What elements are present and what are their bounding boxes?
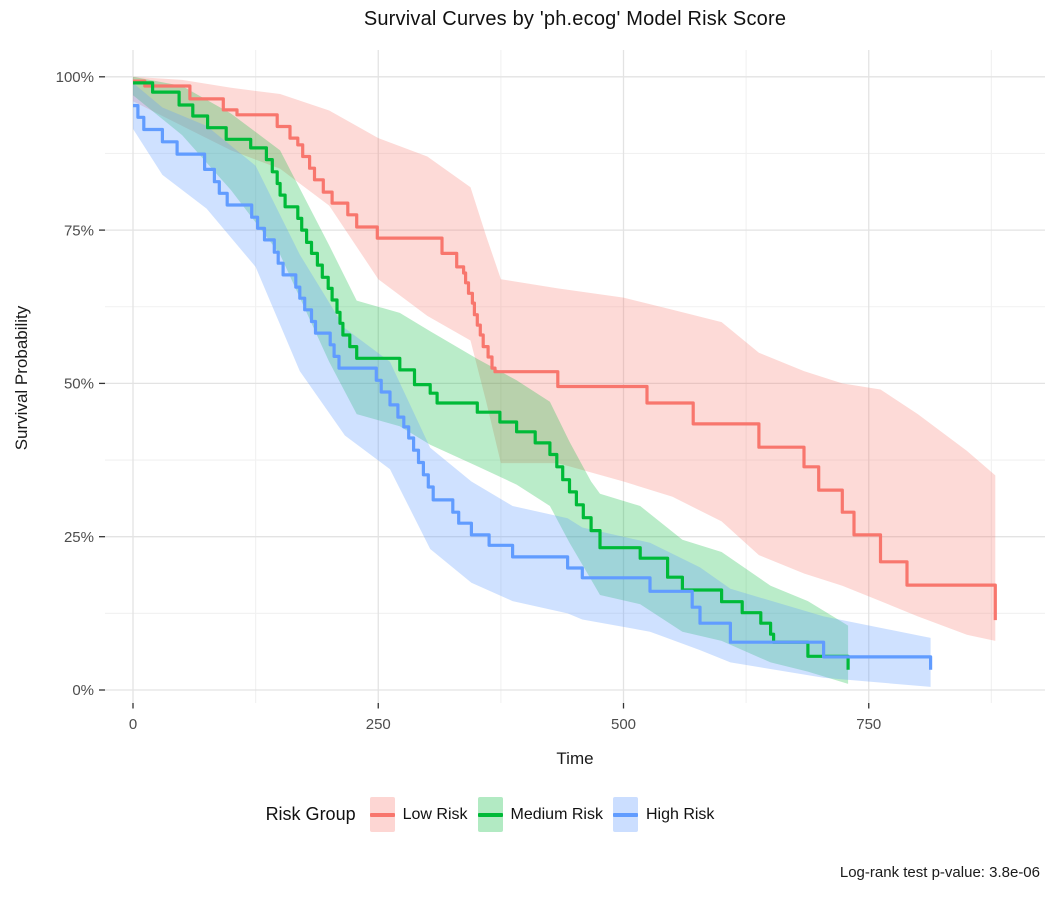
legend-label-medium-risk: Medium Risk <box>510 805 603 823</box>
y-tick-label: 0% <box>72 682 94 699</box>
x-tick-label: 250 <box>366 716 391 733</box>
legend-label-low-risk: Low Risk <box>402 805 468 823</box>
y-tick-label: 75% <box>64 222 94 239</box>
survival-curve-high-risk <box>133 104 933 670</box>
x-tick-label: 750 <box>856 716 881 733</box>
plot-title: Survival Curves by 'ph.ecog' Model Risk … <box>363 8 787 30</box>
y-tick-label: 25% <box>64 529 94 546</box>
x-axis-title: Time <box>556 749 594 768</box>
y-tick-label: 100% <box>56 69 94 86</box>
legend-key-high-risk-swatch <box>612 797 638 832</box>
legend-item-medium-risk: Medium Risk <box>477 797 603 832</box>
legend-title: Risk Group <box>265 804 356 824</box>
survival-curve-low-risk <box>133 79 997 621</box>
confidence-band-medium-risk <box>133 76 849 684</box>
legend: Risk Group Low Risk Medium Risk High Ris… <box>0 797 1050 832</box>
legend-key-medium-risk-swatch <box>477 797 503 832</box>
confidence-band-low-risk <box>133 76 996 641</box>
legend-item-low-risk: Low Risk <box>369 797 468 832</box>
legend-label-high-risk: High Risk <box>645 805 715 823</box>
legend-line-icon <box>477 812 503 817</box>
survival-plot-canvas: 0 250 500 750 0% 25% 50% 75% 100% <box>56 50 1045 733</box>
confidence-band-high-risk <box>133 82 931 687</box>
legend-item-high-risk: High Risk <box>612 797 715 832</box>
y-tick-label: 50% <box>64 376 94 393</box>
legend-line-icon <box>369 812 395 817</box>
x-tick-label: 0 <box>129 716 137 733</box>
x-tick-label: 500 <box>611 716 636 733</box>
legend-key-low-risk-swatch <box>369 797 395 832</box>
legend-line-icon <box>612 812 638 817</box>
survival-curve-medium-risk <box>133 81 850 670</box>
pvalue-annotation: Log-rank test p-value: 3.8e-06 <box>839 864 1040 881</box>
y-axis-title: Survival Probability <box>12 305 31 451</box>
